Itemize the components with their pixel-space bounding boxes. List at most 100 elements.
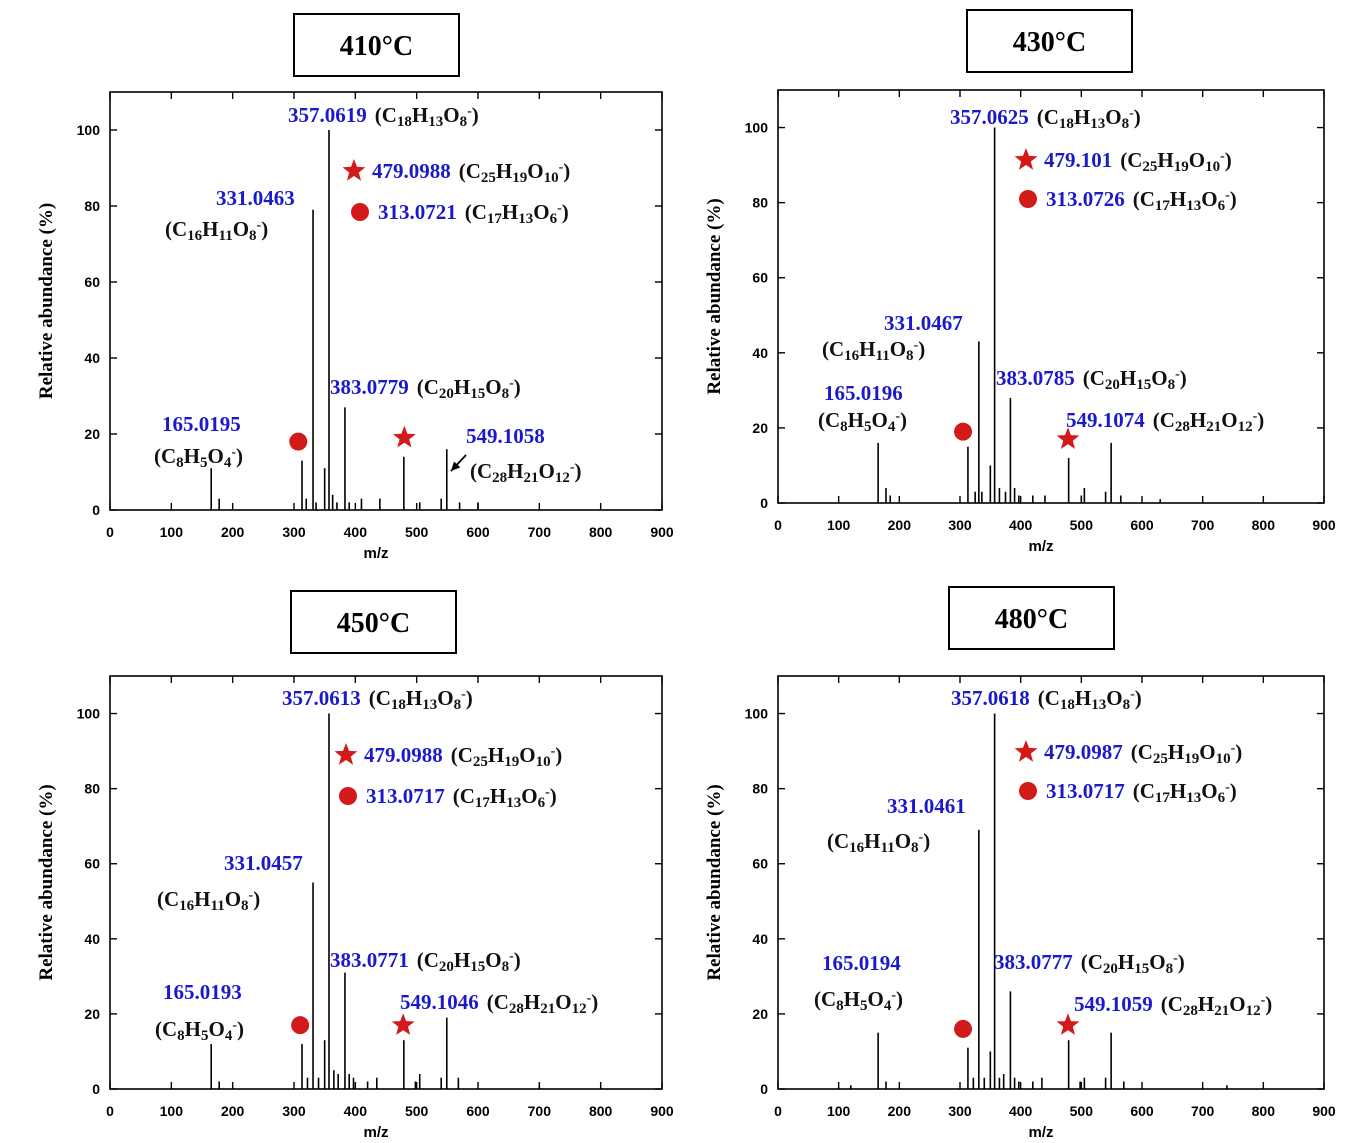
y-tick-label: 40	[84, 931, 100, 947]
formula-part: -	[551, 744, 556, 759]
peak-formula-label: (C25H19O10-)	[1120, 148, 1232, 175]
formula-part: (C	[375, 103, 397, 127]
formula-part: 15	[470, 386, 485, 402]
x-tick-label: 500	[405, 524, 429, 540]
peak-mass-label: 165.0195	[162, 412, 241, 436]
x-tick-label: 400	[344, 524, 368, 540]
peak-mass-label: 383.0785	[996, 366, 1075, 390]
red-dot-marker	[339, 787, 357, 805]
formula-part: 6	[538, 795, 546, 811]
arrow-head	[451, 461, 461, 471]
y-tick-label: 80	[752, 195, 768, 211]
formula-part: 18	[391, 697, 406, 713]
formula-part: 8	[176, 455, 184, 471]
formula-part: 17	[487, 211, 503, 227]
x-tick-label: 300	[282, 1103, 306, 1119]
peak-formula-label: (C25H19O10-)	[459, 159, 571, 186]
formula-part: )	[1235, 740, 1242, 764]
x-tick-label: 200	[221, 1103, 245, 1119]
y-tick-label: 20	[752, 1006, 768, 1022]
formula-part: (C	[155, 1017, 177, 1041]
x-axis-label: m/z	[363, 545, 388, 562]
formula-part: O	[868, 987, 884, 1011]
peak-mass-label: 313.0717	[1046, 779, 1125, 803]
formula-part: 6	[1218, 790, 1226, 806]
red-dot-marker	[1019, 190, 1037, 208]
formula-part: 13	[506, 795, 521, 811]
formula-part: 12	[555, 470, 570, 486]
y-tick-label: 80	[84, 198, 100, 214]
y-tick-label: 20	[752, 420, 768, 436]
formula-part: 16	[849, 840, 865, 856]
peak-mass-label: 165.0194	[822, 951, 901, 975]
formula-part: 18	[1060, 697, 1075, 713]
x-tick-label: 800	[1252, 1103, 1276, 1119]
formula-part: 15	[1134, 961, 1149, 977]
red-star-marker	[334, 743, 358, 765]
formula-part: 11	[211, 898, 225, 914]
peak-mass-label: 357.0619	[288, 103, 367, 127]
formula-part: -	[1220, 149, 1225, 164]
formula-part: 16	[179, 898, 195, 914]
peak-mass-label: 313.0717	[366, 784, 445, 808]
formula-part: 19	[512, 170, 527, 186]
x-tick-label: 400	[1009, 1103, 1033, 1119]
peak-mass-label: 357.0613	[282, 686, 361, 710]
red-dot-marker	[954, 1019, 973, 1038]
formula-part: 25	[481, 170, 496, 186]
formula-part: (C	[465, 200, 487, 224]
formula-part: H	[848, 408, 864, 432]
formula-part: (C	[1037, 105, 1059, 129]
formula-part: 4	[225, 1028, 233, 1044]
formula-part: 17	[1155, 790, 1171, 806]
formula-part: O	[1105, 105, 1121, 129]
formula-part: O	[521, 784, 537, 808]
peak-formula-label: (C8H5O4-)	[818, 408, 907, 435]
formula-part: )	[896, 987, 903, 1011]
formula-part: O	[895, 829, 911, 853]
peak-mass-label: 549.1046	[400, 990, 479, 1014]
formula-part: )	[1230, 779, 1237, 803]
formula-part: O	[1201, 187, 1217, 211]
peak-mass-label: 383.0777	[994, 950, 1073, 974]
formula-part: 18	[1059, 116, 1074, 132]
peak-formula-label: (C28H21O12-)	[470, 459, 582, 486]
formula-part: 25	[1142, 159, 1157, 175]
formula-part: (C	[487, 990, 509, 1014]
formula-part: (C	[470, 459, 492, 483]
formula-part: H	[844, 987, 860, 1011]
formula-part: -	[257, 218, 262, 233]
red-star-marker	[1056, 427, 1080, 449]
formula-part: 5	[860, 998, 868, 1014]
x-tick-label: 100	[160, 1103, 184, 1119]
formula-part: O	[1149, 950, 1165, 974]
formula-part: (C	[1120, 148, 1142, 172]
formula-part: -	[1225, 780, 1230, 795]
formula-part: 8	[1166, 961, 1174, 977]
peak-formula-label: (C20H15O8-)	[1083, 366, 1187, 393]
y-tick-label: 100	[745, 706, 769, 722]
red-star-marker	[393, 425, 416, 448]
formula-part: )	[1230, 187, 1237, 211]
formula-part: 21	[1214, 1003, 1229, 1019]
formula-part: O	[233, 217, 249, 241]
formula-part: )	[1180, 366, 1187, 390]
y-axis-label: Relative abundance (%)	[36, 203, 57, 399]
formula-part: 5	[200, 455, 208, 471]
red-star-marker	[391, 1013, 415, 1035]
y-tick-label: 60	[752, 856, 768, 872]
formula-part: O	[1106, 686, 1122, 710]
formula-part: )	[918, 337, 925, 361]
formula-part: 8	[454, 697, 462, 713]
y-tick-label: 0	[92, 502, 100, 518]
formula-part: H	[202, 217, 218, 241]
peak-formula-label: (C28H21O12-)	[487, 990, 599, 1017]
formula-part: (C	[453, 784, 475, 808]
formula-part: )	[236, 444, 243, 468]
red-dot-marker	[1019, 782, 1037, 800]
y-tick-label: 0	[760, 1081, 768, 1097]
formula-part: 13	[1186, 790, 1201, 806]
chart-title: 480°C	[995, 604, 1068, 635]
peak-mass-label: 479.0988	[364, 743, 443, 767]
